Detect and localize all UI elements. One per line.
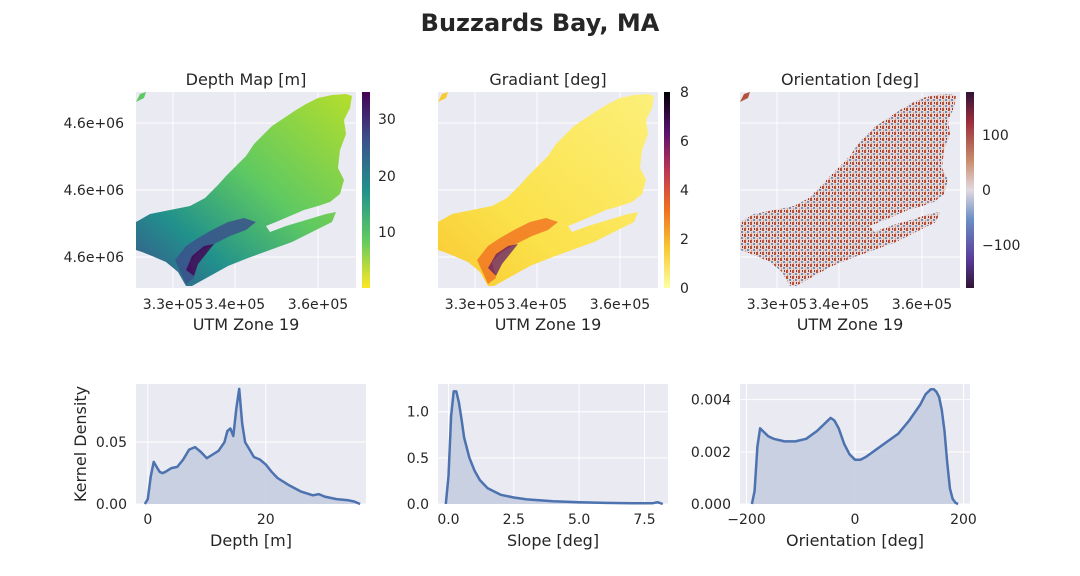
- gradient-colorbar: [664, 92, 670, 288]
- depth-map-ytick: 4.6e+06: [64, 116, 125, 132]
- figure-title: Buzzards Bay, MA: [421, 9, 660, 37]
- depth-kde-xtick: 20: [257, 512, 275, 528]
- slope-kde-xtick: 5.0: [568, 512, 590, 528]
- depth-map-panel: Depth Map [m] UTM Zone 19 3.3e+05 3.4e+0…: [64, 70, 396, 334]
- slope-kde-xtick: 2.5: [503, 512, 525, 528]
- orientation-map-xtick: 3.6e+05: [892, 297, 952, 313]
- orientation-kde-panel: −200 0 200 0.000 0.002 0.004 Orientation [deg]: [691, 384, 977, 550]
- orientation-map-xtick: 3.3e+05: [747, 297, 807, 313]
- orientation-kde-ytick: 0.002: [691, 445, 731, 461]
- orientation-kde-xtick: −200: [727, 512, 765, 528]
- slope-kde-xtick: 0.0: [437, 512, 459, 528]
- depth-map-corner: [136, 92, 146, 102]
- orientation-map-corner: [740, 92, 750, 102]
- orientation-colorbar: [966, 92, 974, 288]
- depth-colorbar: [362, 92, 370, 288]
- depth-kde-ytick: 0.05: [96, 435, 127, 451]
- orientation-kde-line: [750, 387, 959, 506]
- depth-map-xtick: 3.3e+05: [143, 297, 203, 313]
- slope-kde-panel: 0.0 2.5 5.0 7.5 0.0 0.5 1.0 Slope [deg]: [407, 384, 668, 550]
- gradient-colorbar-tick: 0: [680, 281, 689, 297]
- orientation-kde-xtick: 0: [851, 512, 860, 528]
- orientation-map-title: Orientation [deg]: [781, 70, 919, 89]
- depth-kde-line: [143, 387, 361, 506]
- depth-kde-area: [144, 388, 361, 504]
- orientation-kde-ytick: 0.000: [691, 497, 731, 513]
- depth-kde-ylabel: Kernel Density: [71, 386, 90, 502]
- gradient-map-steep: [477, 218, 558, 284]
- depth-kde-ytick: 0.00: [96, 497, 127, 513]
- slope-kde-xtick: 7.5: [633, 512, 655, 528]
- gradient-map-xlabel: UTM Zone 19: [495, 315, 602, 334]
- gradient-map-corner: [438, 92, 448, 102]
- slope-kde-area: [445, 391, 663, 504]
- gradient-map-steepest: [488, 244, 518, 276]
- orientation-map-water: [740, 94, 956, 286]
- depth-map-title: Depth Map [m]: [186, 70, 307, 89]
- orientation-colorbar-tick: −100: [982, 238, 1020, 254]
- gradient-colorbar-tick: 4: [680, 183, 689, 199]
- gradient-map-title: Gradiant [deg]: [489, 70, 606, 89]
- depth-map-ytick: 4.6e+06: [64, 250, 125, 266]
- depth-map-channel: [175, 218, 256, 284]
- depth-colorbar-tick: 20: [378, 169, 396, 185]
- orientation-colorbar-tick: 0: [982, 183, 991, 199]
- depth-map-xtick: 3.6e+05: [288, 297, 348, 313]
- slope-kde-xlabel: Slope [deg]: [507, 531, 599, 550]
- gradient-colorbar-tick: 2: [680, 232, 689, 248]
- gradient-map-xtick: 3.4e+05: [507, 297, 567, 313]
- depth-kde-xlabel: Depth [m]: [210, 531, 292, 550]
- depth-kde-panel: 0 20 0.00 0.05 Depth [m] Kernel Density: [71, 384, 366, 550]
- depth-map-water: [136, 94, 352, 286]
- orientation-kde-area: [751, 389, 959, 504]
- gradient-map-water: [438, 94, 654, 286]
- orientation-map-xlabel: UTM Zone 19: [797, 315, 904, 334]
- depth-map-channel-deep: [186, 244, 214, 276]
- orientation-kde-xtick: 200: [950, 512, 977, 528]
- depth-colorbar-tick: 10: [378, 225, 396, 241]
- slope-kde-ytick: 0.0: [407, 497, 429, 513]
- gradient-map-xtick: 3.3e+05: [445, 297, 505, 313]
- gradient-map-xtick: 3.6e+05: [590, 297, 650, 313]
- gradient-map-panel: Gradiant [deg] UTM Zone 19 3.3e+05 3.4e+…: [438, 70, 689, 334]
- orientation-kde-xlabel: Orientation [deg]: [786, 531, 924, 550]
- depth-map-ytick: 4.6e+06: [64, 183, 125, 199]
- depth-colorbar-tick: 30: [378, 112, 396, 128]
- slope-kde-ytick: 1.0: [407, 405, 429, 421]
- depth-kde-xtick: 0: [143, 512, 152, 528]
- depth-map-xtick: 3.4e+05: [205, 297, 265, 313]
- orientation-map-panel: Orientation [deg] UTM Zone 19 3.3e+05 3.…: [740, 70, 1020, 334]
- orientation-colorbar-tick: 100: [982, 128, 1009, 144]
- slope-kde-ytick: 0.5: [407, 451, 429, 467]
- slope-kde-line: [444, 390, 664, 506]
- gradient-colorbar-tick: 6: [680, 134, 689, 150]
- orientation-map-xtick: 3.4e+05: [809, 297, 869, 313]
- orientation-kde-ytick: 0.004: [691, 393, 731, 409]
- depth-map-xlabel: UTM Zone 19: [193, 315, 300, 334]
- gradient-colorbar-tick: 8: [680, 85, 689, 101]
